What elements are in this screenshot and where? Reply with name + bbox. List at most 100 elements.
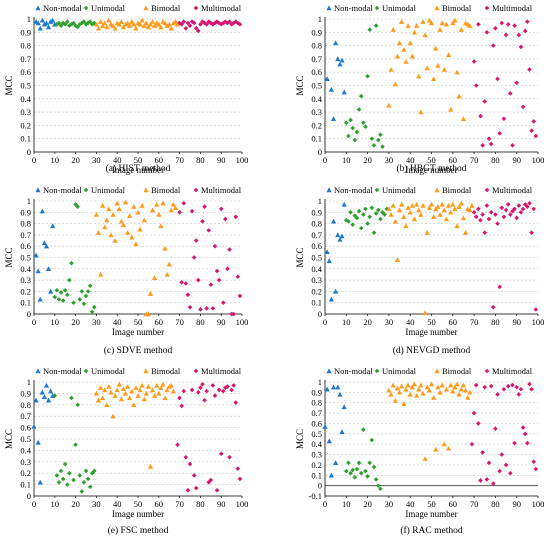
data-point-unimodal xyxy=(60,476,66,482)
data-point-multimodal xyxy=(505,202,511,207)
y-tick-label: 0 xyxy=(318,309,322,319)
data-point-bimodal xyxy=(399,19,405,24)
data-point-non-modal xyxy=(333,460,339,466)
data-point-bimodal xyxy=(445,202,452,208)
legend-label: Bimodal xyxy=(151,3,181,13)
data-point-unimodal xyxy=(365,73,370,79)
x-tick-label: 100 xyxy=(532,155,545,165)
data-point-multimodal xyxy=(486,460,492,466)
data-point-bimodal xyxy=(97,385,104,390)
data-point-unimodal xyxy=(371,230,377,235)
data-point-bimodal xyxy=(164,387,170,393)
legend-label: Multimodal xyxy=(201,3,242,13)
data-point-unimodal xyxy=(89,470,95,476)
data-point-bimodal xyxy=(104,402,110,408)
data-point-multimodal xyxy=(503,207,509,213)
x-tick-label: 60 xyxy=(155,317,164,327)
data-point-bimodal xyxy=(110,413,116,419)
data-point-multimodal xyxy=(218,451,224,457)
data-point-bimodal xyxy=(122,21,129,27)
data-point-bimodal xyxy=(145,24,151,30)
data-point-multimodal xyxy=(200,219,205,224)
data-point-bimodal xyxy=(129,388,135,394)
data-point-bimodal xyxy=(118,19,124,24)
data-point-non-modal xyxy=(43,243,50,249)
y-tick-label: 0.5 xyxy=(20,434,31,444)
data-point-bimodal xyxy=(416,73,422,79)
data-point-multimodal xyxy=(231,311,236,317)
data-point-bimodal xyxy=(162,395,168,401)
x-tick-label: 100 xyxy=(532,317,545,327)
data-point-bimodal xyxy=(392,398,398,403)
y-tick-label: 0.7 xyxy=(311,408,322,418)
y-tick-label: 0.7 xyxy=(20,411,31,421)
x-axis-label: Image number xyxy=(112,509,164,519)
y-tick-label: 0.8 xyxy=(20,400,31,410)
data-point-unimodal xyxy=(358,93,364,99)
data-point-bimodal xyxy=(112,25,118,31)
data-point-bimodal xyxy=(152,393,158,398)
data-point-multimodal xyxy=(189,387,195,393)
data-point-unimodal xyxy=(367,214,373,220)
x-tick-label: 30 xyxy=(385,499,394,509)
x-tick-label: 90 xyxy=(512,317,521,327)
data-point-non-modal xyxy=(339,233,345,239)
data-point-bimodal xyxy=(388,391,394,397)
data-point-multimodal xyxy=(231,383,236,388)
legend-marker-multimodal xyxy=(484,368,490,374)
data-point-bimodal xyxy=(143,20,149,26)
y-tick-label: 0.1 xyxy=(20,134,31,144)
x-tick-label: 60 xyxy=(449,317,458,327)
data-point-multimodal xyxy=(196,28,201,34)
y-tick-label: 0 xyxy=(318,147,322,157)
data-point-unimodal xyxy=(350,222,355,228)
legend-label: Non-modal xyxy=(334,366,373,376)
data-point-unimodal xyxy=(64,482,70,487)
data-point-multimodal xyxy=(469,441,475,447)
data-point-unimodal xyxy=(67,470,72,476)
data-point-unimodal xyxy=(87,484,93,490)
data-point-bimodal xyxy=(396,389,403,395)
data-point-bimodal xyxy=(458,27,464,32)
data-point-multimodal xyxy=(508,91,513,96)
data-point-bimodal xyxy=(441,441,447,447)
data-point-multimodal xyxy=(533,307,539,312)
data-point-unimodal xyxy=(71,20,76,26)
data-point-unimodal xyxy=(354,466,360,472)
data-point-multimodal xyxy=(187,461,193,467)
data-point-unimodal xyxy=(369,437,375,443)
data-point-multimodal xyxy=(233,400,239,405)
data-point-bimodal xyxy=(437,389,443,395)
data-point-bimodal xyxy=(418,382,424,388)
data-point-non-modal xyxy=(333,288,339,294)
data-point-multimodal xyxy=(229,387,234,393)
data-point-multimodal xyxy=(476,206,481,212)
data-point-unimodal xyxy=(361,212,366,217)
x-tick-label: 50 xyxy=(134,155,143,165)
data-point-non-modal xyxy=(41,240,47,246)
y-tick-label: 0.5 xyxy=(311,81,322,91)
data-point-multimodal xyxy=(212,393,218,398)
data-point-multimodal xyxy=(514,384,519,390)
data-point-bimodal xyxy=(147,21,154,27)
legend-label: Bimodal xyxy=(442,3,472,13)
chart-panel-1: 00.10.20.30.40.50.60.70.80.910 10 20 30 40 50… xyxy=(4,3,248,175)
data-point-multimodal xyxy=(191,255,197,260)
data-point-non-modal xyxy=(333,40,339,46)
data-point-unimodal xyxy=(60,298,66,303)
data-point-bimodal xyxy=(170,388,176,394)
data-point-non-modal xyxy=(337,236,343,242)
data-point-unimodal xyxy=(71,477,76,483)
legend-marker-non-modal xyxy=(326,5,332,11)
data-point-bimodal xyxy=(467,23,473,28)
x-axis-label: Image number xyxy=(112,327,164,337)
data-point-multimodal xyxy=(495,76,500,82)
data-point-unimodal xyxy=(71,300,76,305)
data-point-bimodal xyxy=(411,216,418,222)
data-point-unimodal xyxy=(373,23,379,28)
data-point-non-modal xyxy=(39,17,45,23)
data-point-multimodal xyxy=(227,19,232,24)
y-tick-label: 0.8 xyxy=(311,398,322,408)
data-point-multimodal xyxy=(480,450,485,455)
data-point-multimodal xyxy=(185,292,191,298)
